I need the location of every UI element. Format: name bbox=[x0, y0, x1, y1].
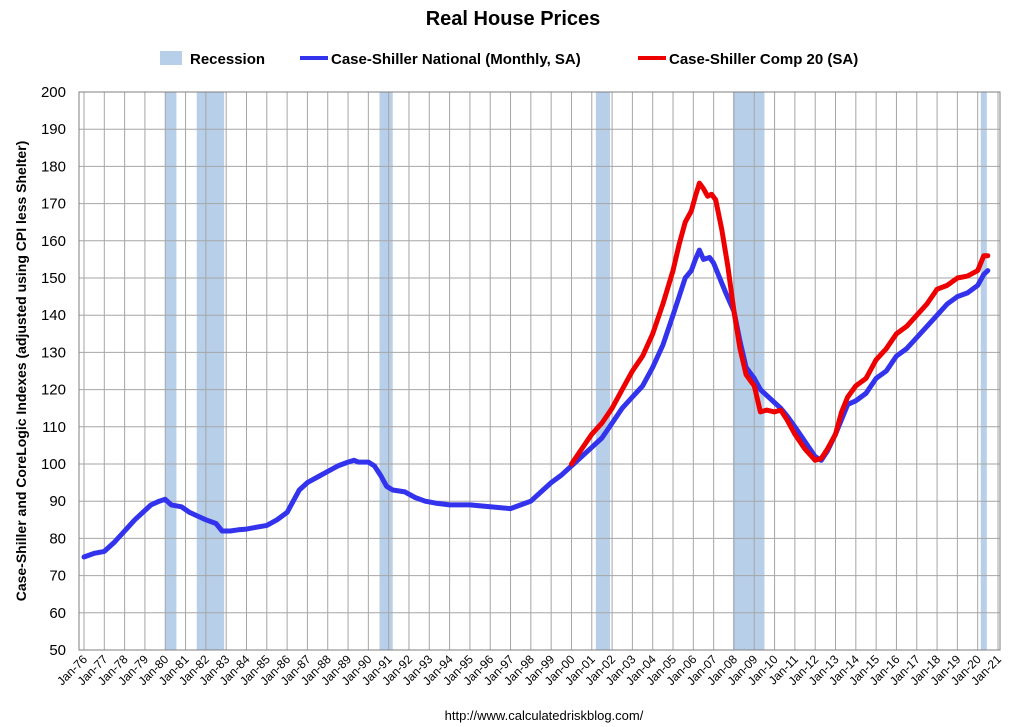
legend-national-label: Case-Shiller National (Monthly, SA) bbox=[331, 51, 581, 68]
source-url: http://www.calculatedriskblog.com/ bbox=[445, 708, 644, 723]
y-tick-label: 70 bbox=[49, 568, 66, 585]
y-tick-label: 200 bbox=[41, 84, 66, 101]
legend-recession-label: Recession bbox=[190, 51, 265, 68]
y-tick-label: 190 bbox=[41, 121, 66, 138]
comp20-series-line bbox=[569, 180, 991, 467]
y-tick-label: 150 bbox=[41, 270, 66, 287]
series-lines bbox=[81, 180, 991, 560]
recession-band-1 bbox=[196, 92, 225, 650]
legend-comp20-label: Case-Shiller Comp 20 (SA) bbox=[669, 51, 858, 68]
chart-title: Real House Prices bbox=[426, 8, 601, 30]
y-tick-label: 50 bbox=[49, 642, 66, 659]
y-tick-label: 110 bbox=[42, 419, 66, 436]
recession-band-0 bbox=[165, 92, 177, 650]
y-axis-label: Case-Shiller and CoreLogic Indexes (adju… bbox=[13, 141, 29, 602]
x-axis-ticks: Jan-76Jan-77Jan-78Jan-79Jan-80Jan-81Jan-… bbox=[54, 652, 1004, 688]
plot-area-border bbox=[78, 91, 1001, 651]
y-tick-label: 120 bbox=[41, 382, 66, 399]
y-tick-label: 60 bbox=[49, 605, 66, 622]
recession-band-2 bbox=[379, 92, 393, 650]
recession-band-3 bbox=[595, 92, 611, 650]
y-tick-label: 170 bbox=[41, 196, 66, 213]
y-tick-label: 160 bbox=[41, 233, 66, 250]
legend: Recession Case-Shiller National (Monthly… bbox=[160, 51, 858, 68]
vertical-gridlines bbox=[83, 92, 999, 650]
y-tick-label: 180 bbox=[41, 158, 66, 175]
y-tick-label: 80 bbox=[49, 530, 66, 547]
y-tick-label: 100 bbox=[41, 456, 66, 473]
y-axis-ticks: 50 60 70 80 90 100 110 120 130 140 150 160 170 180 190… bbox=[41, 84, 66, 659]
y-tick-label: 130 bbox=[41, 344, 66, 361]
recession-band-5 bbox=[980, 92, 987, 650]
y-tick-label: 140 bbox=[41, 307, 66, 324]
horizontal-gridlines bbox=[79, 91, 1000, 651]
y-tick-label: 90 bbox=[49, 493, 66, 510]
recession-bands bbox=[165, 92, 987, 650]
legend-recession-swatch bbox=[160, 51, 182, 65]
